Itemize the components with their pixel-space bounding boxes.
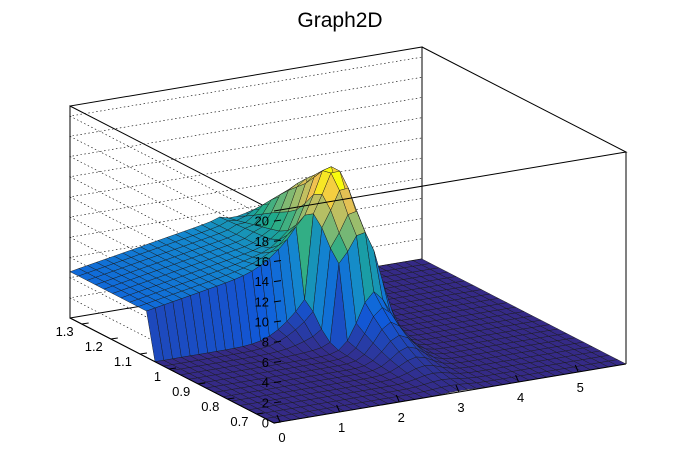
x-tick [395,394,400,403]
x-tick-label: 2 [398,410,405,425]
x-tick [336,404,341,413]
z-tick [273,280,282,283]
y-tick-label: 1.1 [114,354,132,369]
z-tick [273,239,282,242]
z-tick-label: 12 [255,294,269,309]
z-tick [273,300,282,303]
z-tick-label: 0 [262,416,269,431]
z-tick-label: 2 [262,395,269,410]
y-tick [81,322,89,325]
z-tick-label: 14 [255,274,269,289]
x-tick [515,374,520,383]
z-tick [273,259,282,262]
x-tick-label: 4 [517,390,524,405]
x-tick-label: 3 [457,400,464,415]
x-tick-label: 0 [278,430,285,445]
x-tick [276,414,281,423]
z-grid-line [69,77,423,242]
y-tick-label: 0.8 [201,399,219,414]
y-tick-label: 0.9 [172,384,190,399]
y-tick [198,382,206,385]
z-tick [273,381,282,384]
z-grid-line [69,56,423,222]
y-tick [256,412,264,415]
x-tick [455,384,460,393]
chart-title: Graph2D [297,9,382,32]
axis-labels: 024681012141618200123450.70.80.911.11.21… [56,214,584,445]
z-tick [273,421,282,424]
z-tick-label: 8 [262,335,269,350]
z-tick-label: 20 [255,214,269,229]
surface-mesh [69,166,627,424]
y-tick-label: 1.2 [85,339,103,354]
y-tick-label: 1 [154,369,161,384]
y-tick-label: 1.3 [56,324,74,339]
y-tick [227,397,235,400]
z-tick-label: 10 [255,315,269,330]
x-tick [574,364,579,373]
z-tick [273,360,282,363]
z-tick [273,401,282,404]
z-tick [273,219,282,222]
front-frame [69,46,628,424]
y-tick [169,367,177,370]
z-tick-label: 18 [255,234,269,249]
x-tick-label: 1 [338,420,345,435]
z-tick [273,320,282,323]
z-tick-label: 4 [262,375,269,390]
x-tick-label: 5 [577,380,584,395]
y-tick [110,337,118,340]
y-tick [139,352,148,355]
y-tick-label: 0.7 [230,414,248,429]
z-tick [273,340,282,343]
z-tick-label: 16 [255,254,269,269]
z-tick-label: 6 [262,355,269,370]
